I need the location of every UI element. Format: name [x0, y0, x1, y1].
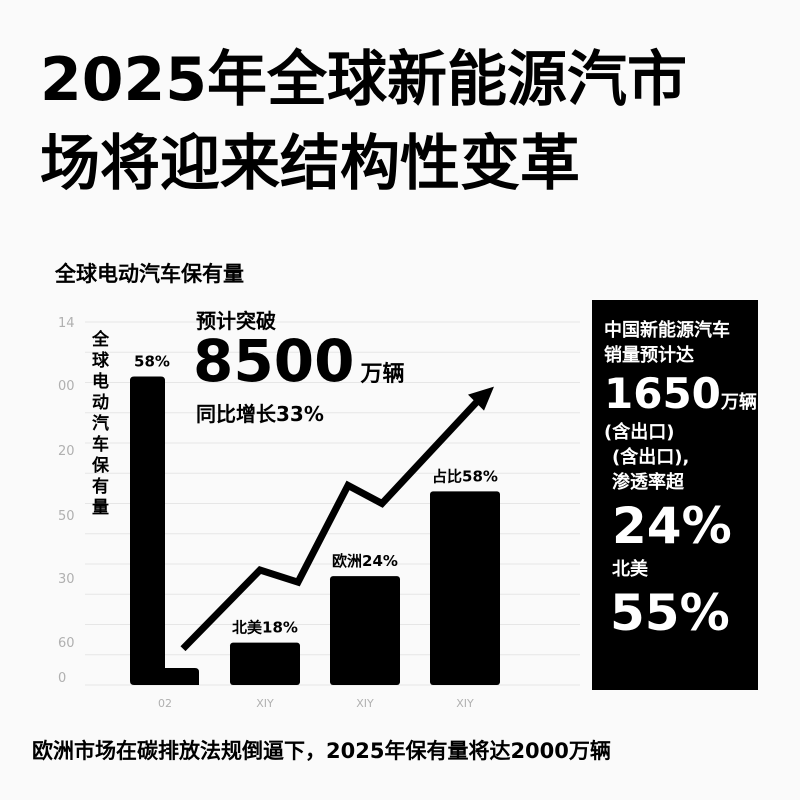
page-title: 2025年全球新能源汽市 场将迎来结构性变革 [40, 45, 687, 199]
y-tick-label: 30 [58, 572, 75, 587]
bar [130, 376, 199, 685]
bar-data-label: 北美18% [232, 619, 298, 637]
bar [330, 576, 400, 685]
y-tick-label: 20 [58, 444, 75, 459]
callout-unit: 万辆 [360, 362, 405, 387]
arrowhead-icon [468, 386, 494, 411]
bar [230, 642, 300, 685]
callout-number-row: 8500 万辆 [193, 328, 404, 394]
bar-data-label: 占比58% [432, 467, 498, 485]
y-tick-label: 50 [58, 509, 75, 524]
callout-growth: 同比增长33% [196, 402, 324, 426]
y-axis-label: 全球电动汽车保有量 [92, 330, 109, 518]
china-stats-panel: 中国新能源汽车 销量预计达 1650 万辆 (含出口) (含出口), 渗透率超 2… [592, 300, 758, 690]
x-tick-label: 02 [158, 697, 172, 710]
y-tick-label: 60 [58, 636, 75, 651]
x-tick-label: XIY [456, 697, 474, 710]
bar-data-label: 58% [134, 352, 170, 370]
bar-data-label: 欧洲24% [332, 552, 398, 570]
callout-pre: 预计突破 [196, 309, 276, 333]
y-tick-label: 0 [58, 671, 66, 686]
bar [430, 491, 500, 685]
x-tick-label: XIY [356, 697, 374, 710]
x-tick-label: XIY [256, 697, 274, 710]
trend-arrow [180, 398, 481, 652]
y-tick-label: 00 [58, 379, 75, 394]
y-tick-label: 14 [58, 316, 75, 331]
chart-subtitle: 全球电动汽车保有量 [55, 262, 244, 286]
callout-number: 8500 [193, 327, 355, 395]
footer-note: 欧洲市场在碳排放法规倒逼下，2025年保有量将达2000万辆 [32, 739, 611, 763]
